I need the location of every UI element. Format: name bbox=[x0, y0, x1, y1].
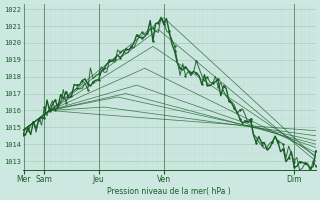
X-axis label: Pression niveau de la mer( hPa ): Pression niveau de la mer( hPa ) bbox=[107, 187, 231, 196]
